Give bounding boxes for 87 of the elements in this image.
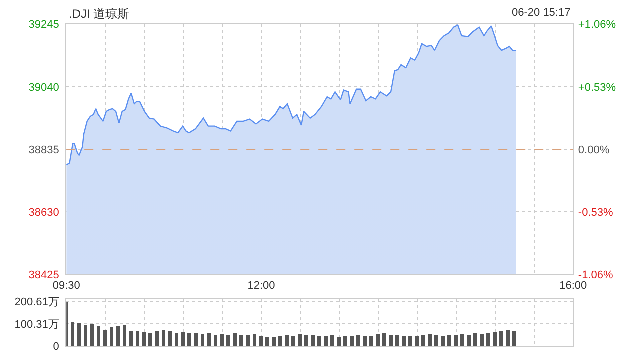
x-tick-label: 16:00 — [560, 280, 588, 292]
bar — [202, 334, 205, 346]
bar — [72, 322, 75, 346]
bar — [78, 322, 82, 346]
bar — [480, 334, 485, 346]
bar — [370, 336, 374, 346]
bar — [116, 326, 121, 346]
bar — [90, 324, 95, 346]
bar — [448, 334, 452, 346]
bar — [214, 334, 218, 346]
text: 06-20 15:17 — [512, 7, 571, 19]
bar — [500, 330, 504, 346]
bar — [460, 334, 465, 346]
bar — [104, 330, 108, 346]
chart-title: .DJI 道琼斯 — [69, 7, 130, 21]
bar — [344, 336, 348, 346]
bar — [474, 332, 478, 346]
x-tick-label: 09:30 — [52, 280, 80, 292]
bar — [486, 332, 491, 346]
y-tick-label: 38835 — [28, 144, 60, 156]
bar — [390, 334, 394, 346]
bar — [454, 334, 459, 346]
bar — [364, 336, 368, 346]
bar — [468, 334, 472, 346]
x-tick-label: 12:00 — [248, 280, 276, 292]
bar — [130, 330, 134, 346]
bar — [382, 332, 387, 346]
bar — [402, 336, 407, 346]
bar — [188, 332, 192, 346]
bar — [494, 332, 498, 346]
bar — [168, 330, 173, 346]
bar — [512, 330, 517, 346]
bar — [278, 336, 283, 346]
y2-tick-label: -0.53% — [578, 206, 614, 219]
bar — [208, 332, 212, 346]
y-tick-label: 38630 — [28, 206, 60, 219]
bar — [246, 334, 251, 346]
bar — [350, 336, 355, 346]
bar — [234, 332, 238, 346]
bar — [416, 336, 420, 346]
bar — [156, 330, 160, 346]
bar — [408, 336, 413, 346]
bar — [254, 334, 257, 346]
y2-tick-label: -1.06% — [578, 270, 614, 282]
bar — [506, 330, 511, 346]
bar — [434, 334, 439, 346]
bar — [84, 324, 88, 346]
bar — [266, 336, 270, 346]
bar — [136, 330, 140, 346]
bar — [240, 334, 244, 346]
y2-tick-label: +0.53% — [578, 82, 616, 94]
y-tick-label: 100.31万 — [14, 318, 60, 331]
bar — [260, 336, 264, 346]
y-tick-label: 39245 — [28, 19, 60, 32]
bar — [176, 332, 179, 346]
bar — [182, 332, 186, 346]
bar — [376, 334, 381, 346]
y-tick-label: 39040 — [28, 82, 60, 94]
bar — [318, 336, 322, 346]
bar — [422, 334, 426, 346]
y-tick-label: 38425 — [28, 270, 60, 282]
bar — [226, 334, 231, 346]
y-tick-label: 200.61万 — [14, 296, 60, 308]
bar — [148, 332, 153, 346]
bar — [162, 330, 166, 346]
bar — [220, 334, 225, 346]
y2-tick-label: 0.00% — [578, 144, 610, 156]
bar — [286, 334, 290, 346]
bar — [98, 326, 101, 346]
bar — [194, 332, 199, 346]
bar — [124, 324, 127, 346]
y-tick-label: 0 — [53, 341, 60, 354]
bar — [272, 336, 277, 346]
bar — [356, 334, 361, 346]
bar — [428, 334, 433, 346]
bar — [338, 336, 342, 346]
bar — [312, 334, 316, 346]
bar — [292, 336, 296, 346]
bar — [396, 334, 400, 346]
bar — [330, 334, 335, 346]
bar — [142, 332, 147, 346]
bar — [324, 336, 329, 346]
bar — [304, 334, 309, 346]
y2-tick-label: +1.06% — [578, 19, 616, 32]
bar — [442, 336, 446, 346]
bar — [298, 334, 303, 346]
bar — [110, 326, 114, 346]
